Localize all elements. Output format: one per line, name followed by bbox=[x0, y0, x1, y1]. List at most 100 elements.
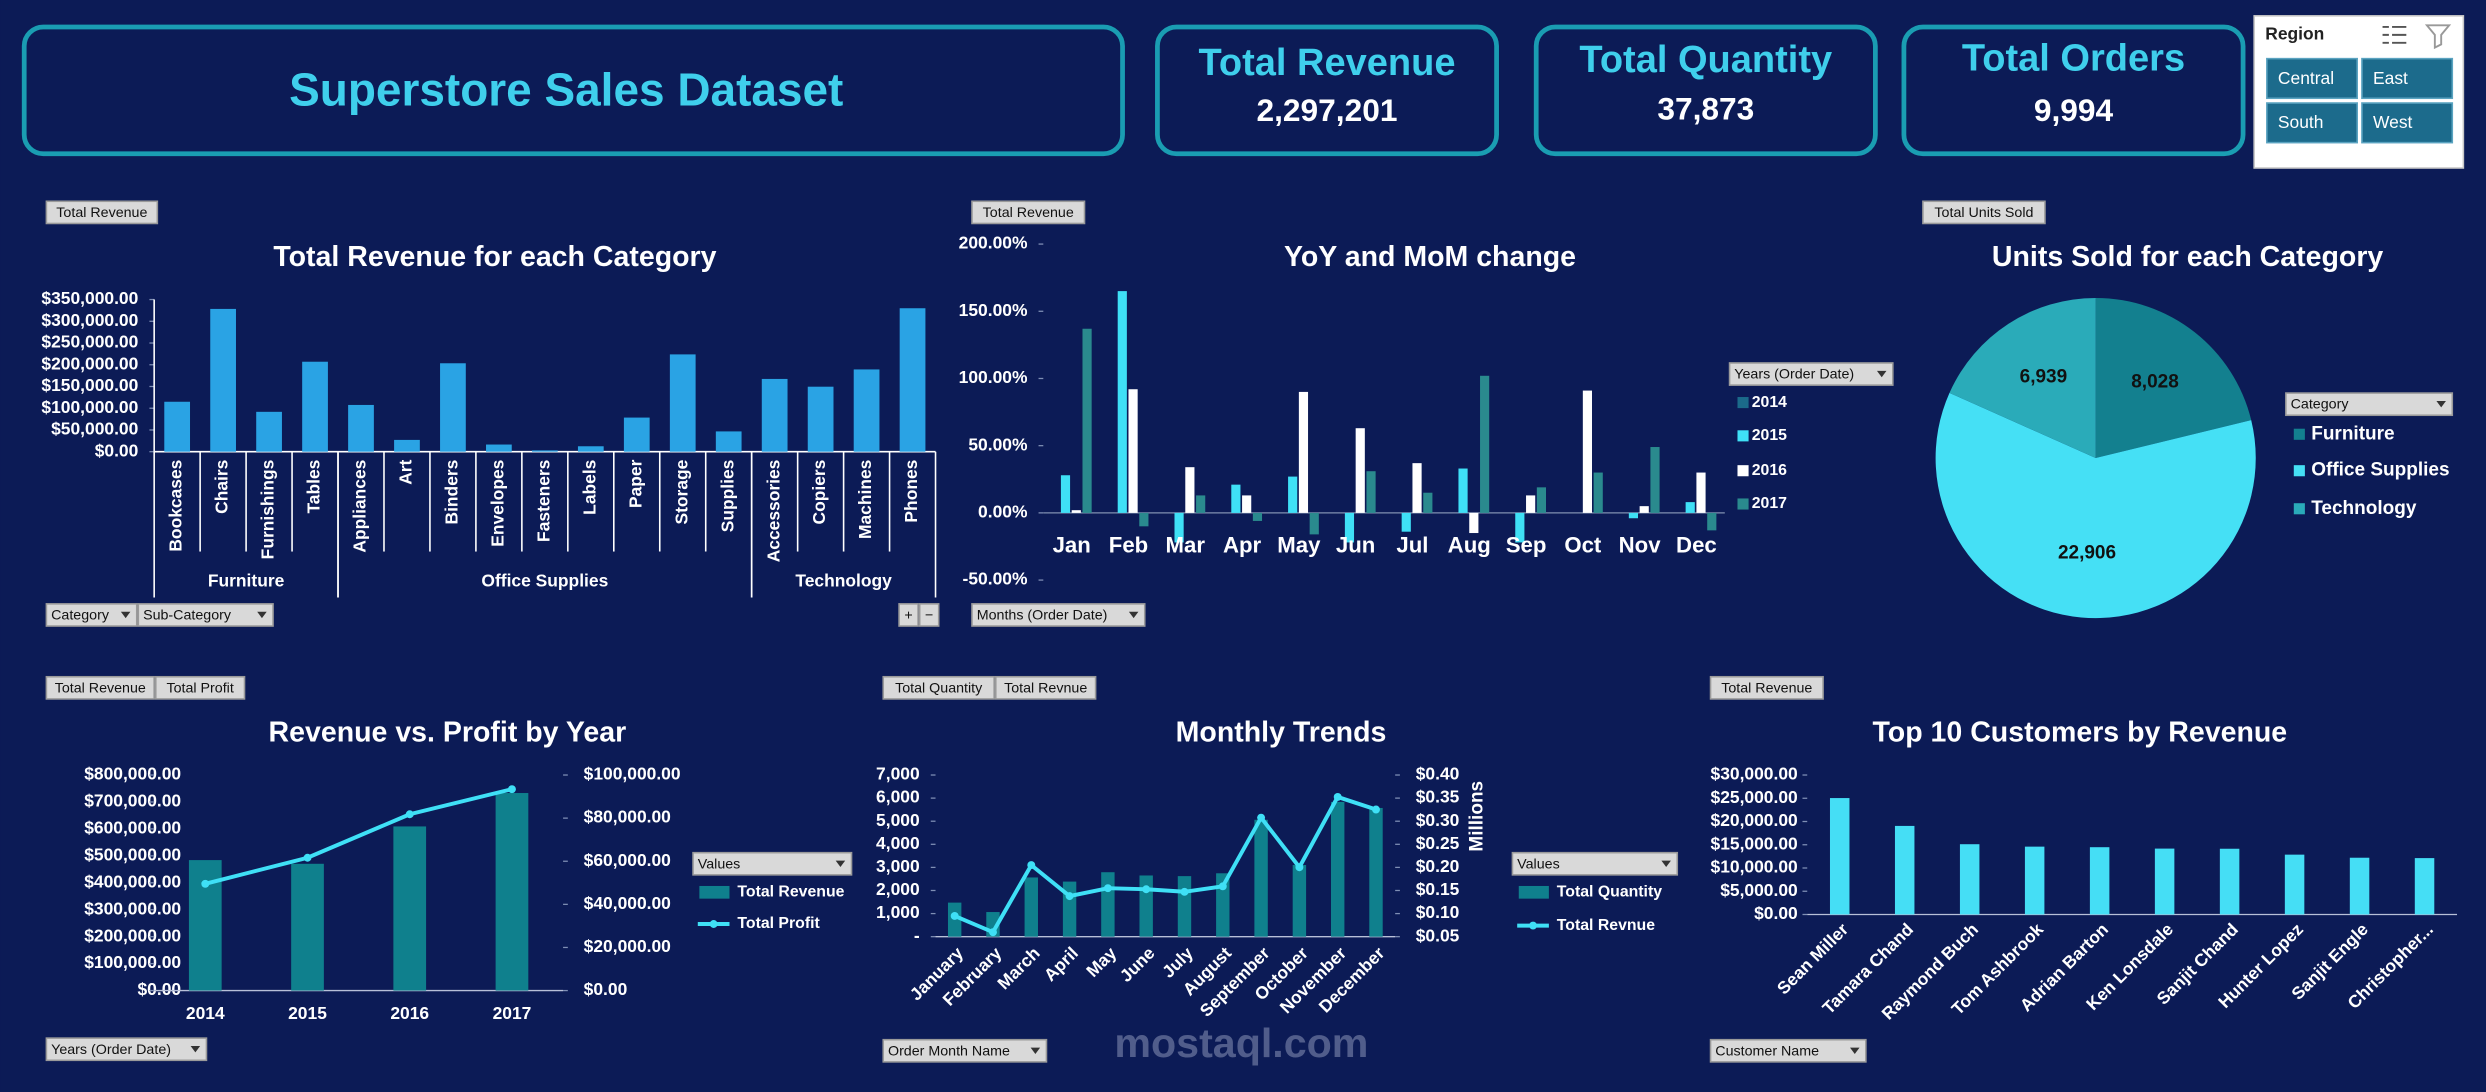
field-button-label[interactable]: Total Revenue bbox=[55, 680, 146, 696]
field-button[interactable] bbox=[882, 675, 995, 700]
bar bbox=[2349, 857, 2370, 915]
dropdown-arrow[interactable] bbox=[190, 1046, 201, 1053]
field-button[interactable] bbox=[1922, 200, 2046, 225]
bar bbox=[1423, 492, 1433, 513]
x-tick-label: May bbox=[1277, 533, 1321, 558]
field-button-label[interactable]: Years (Order Date) bbox=[1734, 367, 1854, 383]
field-button-label[interactable]: Total Revenue bbox=[56, 205, 147, 221]
field-button[interactable] bbox=[1709, 1038, 1867, 1063]
field-button-label[interactable]: Total Revenue bbox=[983, 205, 1074, 221]
x-tick-label: 2016 bbox=[390, 1003, 429, 1023]
kpi-value: 2,297,201 bbox=[1257, 92, 1398, 128]
legend-label: 2014 bbox=[1752, 394, 1787, 411]
slicer-button[interactable] bbox=[2361, 102, 2454, 144]
x-tick-label: Dec bbox=[1676, 533, 1717, 558]
field-button[interactable] bbox=[1511, 851, 1679, 876]
slicer-button[interactable] bbox=[2266, 102, 2358, 144]
field-button[interactable] bbox=[45, 200, 159, 225]
kpi-label: Total Orders bbox=[1962, 37, 2185, 79]
field-button-label[interactable]: Total Profit bbox=[166, 680, 233, 696]
bar bbox=[1254, 819, 1268, 937]
bar bbox=[1309, 512, 1319, 535]
clear-filter-icon[interactable] bbox=[2424, 24, 2452, 50]
y-tick-label: $400,000.00 bbox=[84, 871, 181, 891]
bar bbox=[1515, 512, 1525, 543]
slicer-button-label[interactable]: Central bbox=[2278, 68, 2334, 88]
dropdown-arrow[interactable] bbox=[120, 611, 131, 619]
field-button-label[interactable]: + bbox=[904, 608, 912, 624]
legend-swatch bbox=[1737, 498, 1749, 510]
y-tick-label: $25,000.00 bbox=[1711, 787, 1798, 807]
y-tick-label: $10,000.00 bbox=[1711, 857, 1798, 877]
field-button[interactable] bbox=[1709, 675, 1824, 700]
bar bbox=[291, 863, 324, 991]
dropdown-arrow[interactable] bbox=[1850, 1047, 1860, 1054]
field-button-label[interactable]: Total Revnue bbox=[1004, 680, 1087, 696]
slicer-button-label[interactable]: West bbox=[2373, 112, 2413, 132]
slicer-button-label[interactable]: South bbox=[2278, 112, 2324, 132]
dropdown-arrow[interactable] bbox=[1128, 611, 1139, 619]
kpi-card bbox=[1155, 24, 1499, 157]
field-button-label[interactable]: Values bbox=[1517, 856, 1560, 872]
field-button-label[interactable]: Customer Name bbox=[1715, 1043, 1819, 1059]
pie-slice bbox=[1935, 392, 2256, 619]
field-button-label[interactable]: Category bbox=[2291, 397, 2350, 413]
line bbox=[204, 787, 513, 886]
bar bbox=[348, 404, 374, 452]
field-button[interactable] bbox=[1728, 362, 1894, 386]
field-button[interactable] bbox=[692, 851, 853, 876]
dropdown-arrow[interactable] bbox=[257, 611, 267, 619]
y-tick-label: $100,000.00 bbox=[41, 397, 138, 417]
field-button[interactable] bbox=[45, 1037, 208, 1062]
y-tick-label: 150.00% bbox=[959, 300, 1028, 320]
bar bbox=[1298, 391, 1309, 513]
dropdown-arrow[interactable] bbox=[835, 860, 846, 867]
slicer-button[interactable] bbox=[2361, 57, 2454, 100]
y-tick-label: $300,000.00 bbox=[41, 310, 138, 330]
dropdown-arrow[interactable] bbox=[1661, 860, 1671, 867]
y-tick-label: 6,000 bbox=[876, 787, 920, 807]
field-button-label[interactable]: Order Month Name bbox=[888, 1043, 1010, 1059]
legend-swatch bbox=[2293, 503, 2305, 515]
field-button-label[interactable]: Months (Order Date) bbox=[977, 608, 1108, 624]
y-tick-label: 1,000 bbox=[876, 902, 920, 922]
field-button[interactable] bbox=[45, 603, 138, 627]
y2-tick-label: $0.05 bbox=[1416, 925, 1460, 945]
bar bbox=[1185, 467, 1195, 513]
field-button[interactable] bbox=[994, 675, 1097, 700]
x-tick-label: 2015 bbox=[288, 1003, 327, 1023]
y-tick-label: $150,000.00 bbox=[41, 375, 138, 395]
multi-select-icon[interactable] bbox=[2382, 25, 2407, 44]
field-button[interactable] bbox=[137, 603, 274, 627]
line-marker bbox=[1142, 885, 1151, 894]
x-tick-label: Labels bbox=[579, 460, 599, 515]
field-button-label[interactable]: Category bbox=[51, 608, 110, 624]
field-button-label[interactable]: Total Quantity bbox=[895, 680, 983, 696]
field-button-label[interactable]: Years (Order Date) bbox=[51, 1042, 171, 1058]
field-button-label[interactable]: Values bbox=[698, 856, 741, 872]
field-button[interactable] bbox=[2285, 392, 2454, 417]
line-marker bbox=[201, 879, 210, 888]
dropdown-arrow[interactable] bbox=[2436, 400, 2446, 408]
field-button[interactable] bbox=[154, 675, 246, 700]
field-button[interactable] bbox=[918, 603, 940, 627]
x-tick-label: 2014 bbox=[186, 1003, 225, 1023]
field-button[interactable] bbox=[898, 603, 919, 627]
dropdown-arrow[interactable] bbox=[1030, 1047, 1041, 1054]
field-button-label[interactable]: − bbox=[925, 608, 933, 624]
dropdown-arrow[interactable] bbox=[1876, 370, 1887, 378]
field-button-label[interactable]: Total Units Sold bbox=[1934, 205, 2033, 221]
y2-tick-label: $100,000.00 bbox=[584, 764, 681, 784]
slicer-button[interactable] bbox=[2266, 57, 2358, 100]
field-button[interactable] bbox=[971, 603, 1146, 627]
field-button[interactable] bbox=[971, 200, 1086, 225]
y-tick-label: $100,000.00 bbox=[84, 952, 181, 972]
slicer-button-label[interactable]: East bbox=[2373, 68, 2408, 88]
field-button-label[interactable]: Sub-Category bbox=[143, 608, 232, 624]
line-marker bbox=[950, 911, 959, 920]
field-button[interactable] bbox=[882, 1038, 1048, 1063]
field-button-label[interactable]: Total Revenue bbox=[1721, 680, 1812, 696]
field-button[interactable] bbox=[45, 675, 155, 700]
legend-label: Office Supplies bbox=[2311, 460, 2449, 481]
bar bbox=[1582, 390, 1593, 513]
